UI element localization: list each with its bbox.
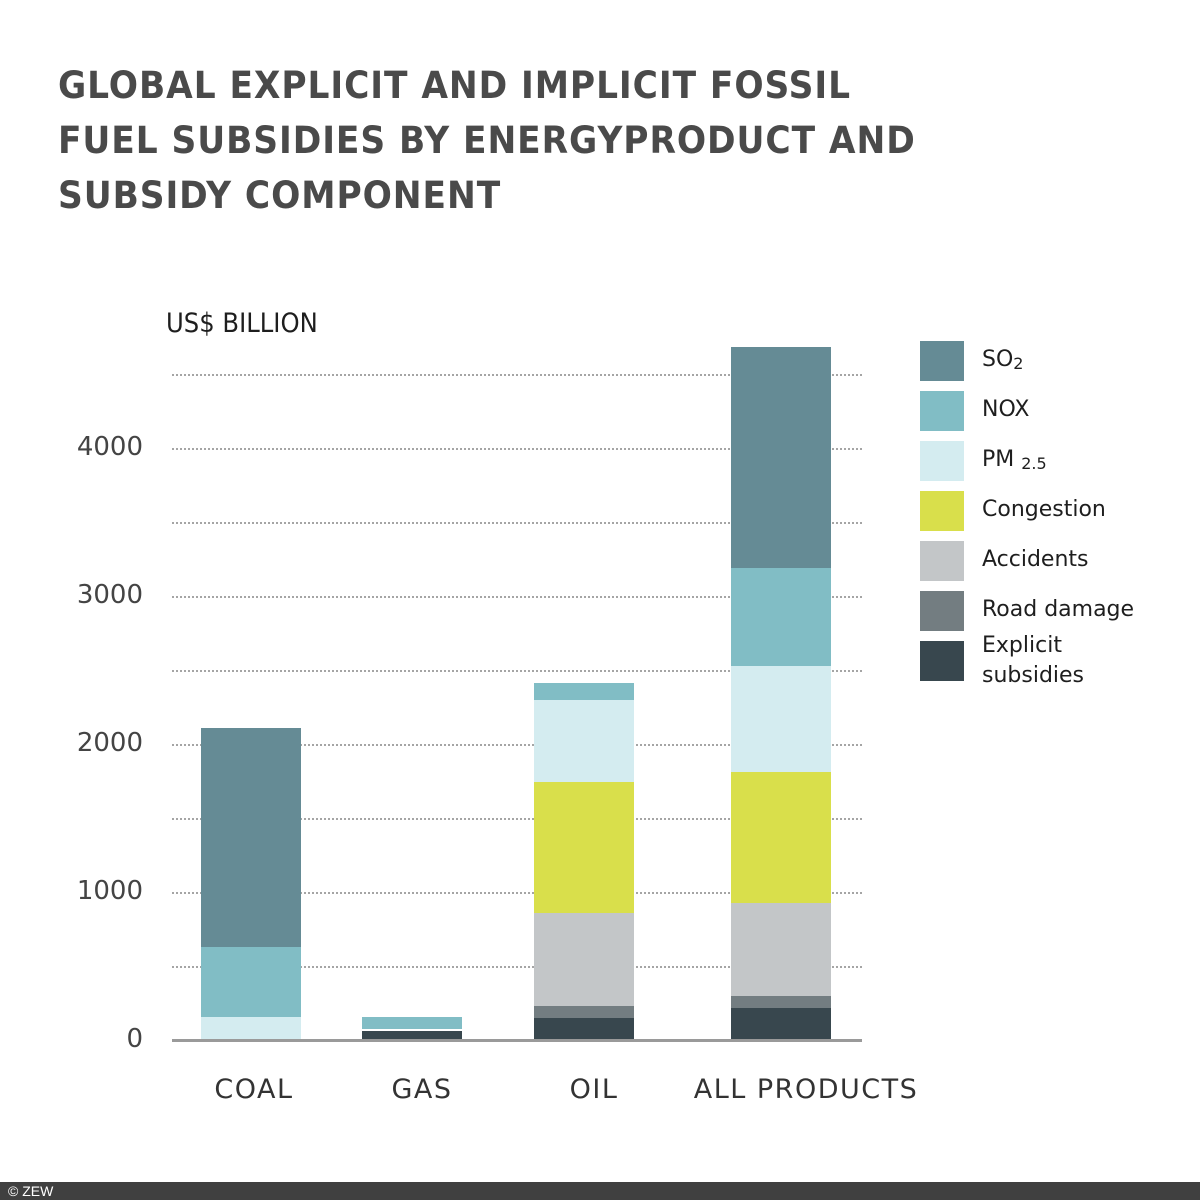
legend-item-pm25: PM 2.5 xyxy=(920,441,1180,481)
chart-title-line-2: FUEL SUBSIDIES BY ENERGYPRODUCT AND xyxy=(58,119,916,162)
legend-swatch-pm25 xyxy=(920,441,964,481)
gridline-1000 xyxy=(172,892,862,894)
bar-gas xyxy=(362,0,462,1040)
bar-segment-road-damage xyxy=(731,996,831,1009)
legend-swatch-accidents xyxy=(920,541,964,581)
bar-segment-so2 xyxy=(201,728,301,948)
legend-item-explicit-subsidies: Explicit subsidies xyxy=(920,633,1180,691)
y-axis-unit-label: US$ BILLION xyxy=(166,308,318,339)
legend-label-nox: NOX xyxy=(982,397,1030,422)
x-label-gas: GAS xyxy=(391,1074,453,1105)
bar-segment-pm2-5 xyxy=(201,1017,301,1040)
legend-swatch-so2 xyxy=(920,341,964,381)
y-tick-2000: 2000 xyxy=(76,728,143,758)
bar-segment-congestion xyxy=(534,782,634,913)
gridline-2500 xyxy=(172,670,862,672)
y-tick-0: 0 xyxy=(126,1024,143,1054)
x-label-coal: COAL xyxy=(214,1074,294,1105)
chart-title-line-3: SUBSIDY COMPONENT xyxy=(58,174,502,217)
bar-segment-accidents xyxy=(731,902,831,997)
bar-segment-nox xyxy=(362,1017,462,1032)
x-label-all-products: ALL PRODUCTS xyxy=(693,1074,919,1105)
x-axis-line xyxy=(172,1039,862,1042)
x-label-oil: OIL xyxy=(569,1074,619,1105)
legend-label-accidents: Accidents xyxy=(982,547,1089,572)
y-tick-1000: 1000 xyxy=(76,876,143,906)
legend-item-so2: SO2 xyxy=(920,341,1180,381)
chart-title: GLOBAL EXPLICIT AND IMPLICIT FOSSIL FUEL… xyxy=(58,58,951,223)
y-tick-3000: 3000 xyxy=(76,580,143,610)
bar-segment-nox xyxy=(731,568,831,666)
legend-item-nox: NOX xyxy=(920,391,1180,431)
bar-segment-pm2-5 xyxy=(731,666,831,772)
bar-oil xyxy=(534,0,634,1040)
copyright-footer: © ZEW xyxy=(0,1182,1200,1200)
legend-swatch-road-damage xyxy=(920,591,964,631)
legend-item-road-damage: Road damage xyxy=(920,591,1180,631)
bar-coal xyxy=(201,0,301,1040)
bar-all-products xyxy=(731,0,831,1040)
y-tick-4000: 4000 xyxy=(76,432,143,462)
legend-swatch-congestion xyxy=(920,491,964,531)
gridline-3500 xyxy=(172,522,862,524)
chart-title-line-1: GLOBAL EXPLICIT AND IMPLICIT FOSSIL xyxy=(58,64,851,107)
bar-segment-road-damage xyxy=(534,1005,634,1018)
legend-swatch-nox xyxy=(920,391,964,431)
bar-segment-nox xyxy=(534,683,634,701)
legend-label-pm25: PM xyxy=(982,447,1015,472)
legend-label-congestion: Congestion xyxy=(982,497,1106,522)
gridline-4500 xyxy=(172,374,862,376)
legend-item-congestion: Congestion xyxy=(920,491,1180,531)
bar-segment-explicit-subsidies xyxy=(534,1017,634,1040)
bar-segment-explicit-subsidies xyxy=(362,1031,462,1040)
bar-segment-accidents xyxy=(534,913,634,1006)
bar-segment-so2 xyxy=(731,347,831,569)
legend-label-so2: SO xyxy=(982,347,1014,372)
bar-segment-pm2-5 xyxy=(534,700,634,783)
bar-segment-nox xyxy=(201,947,301,1018)
gridline-3000 xyxy=(172,596,862,598)
legend-swatch-explicit-subsidies xyxy=(920,641,964,681)
gridline-4000 xyxy=(172,448,862,450)
gridline-2000 xyxy=(172,744,862,746)
legend-item-accidents: Accidents xyxy=(920,541,1180,581)
bar-segment-explicit-subsidies xyxy=(731,1008,831,1040)
gridline-1500 xyxy=(172,818,862,820)
gridline-500 xyxy=(172,966,862,968)
legend-label-explicit-subsidies: Explicit subsidies xyxy=(982,633,1085,688)
legend-label-road-damage: Road damage xyxy=(982,597,1135,622)
bar-segment-congestion xyxy=(731,771,831,903)
